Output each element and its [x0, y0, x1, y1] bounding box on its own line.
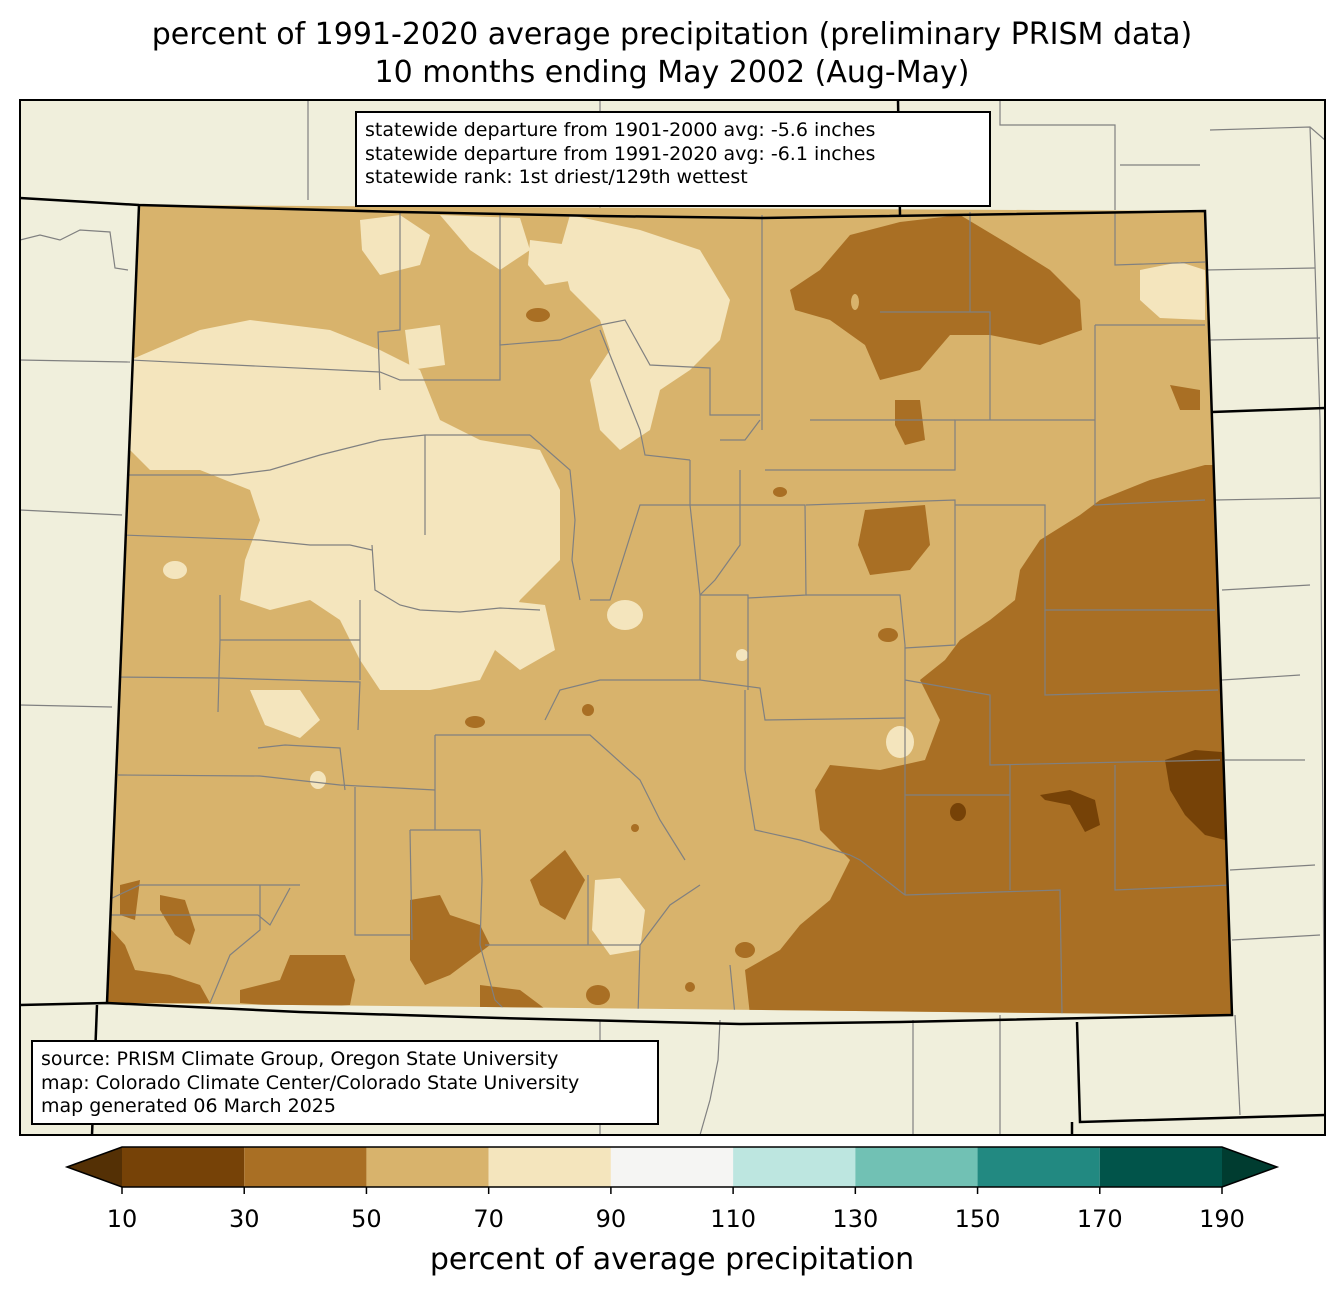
colorbar-tick-label-9: 190	[1199, 1205, 1245, 1233]
map-subtitle: 10 months ending May 2002 (Aug-May)	[374, 55, 970, 90]
colorbar-under-arrow	[67, 1147, 122, 1187]
stats-line-1: statewide departure from 1901-2000 avg: …	[365, 119, 876, 141]
statewide-stats-box: statewide departure from 1901-2000 avg: …	[355, 111, 991, 207]
colorbar-bin-4	[610, 1147, 734, 1187]
colorbar-bin-7	[977, 1147, 1100, 1187]
precip-field	[107, 205, 1232, 1015]
colorbar-bin-1	[244, 1147, 367, 1187]
source-line-1: source: PRISM Climate Group, Oregon Stat…	[41, 1048, 559, 1070]
colorbar-bin-0	[122, 1147, 245, 1187]
source-line-2: map: Colorado Climate Center/Colorado St…	[41, 1071, 580, 1094]
colorbar-tick-label-4: 90	[595, 1205, 627, 1233]
colorbar-tick-label-3: 70	[473, 1205, 504, 1233]
colorbar-tick-label-5: 110	[710, 1205, 757, 1233]
colorbar-bin-3	[488, 1147, 611, 1187]
county-lines	[107, 212, 1231, 1015]
colorbar-tick-label-2: 50	[351, 1205, 382, 1233]
colorbar-tick-label-0: 10	[106, 1205, 138, 1233]
stats-line-2: statewide departure from 1991-2020 avg: …	[365, 142, 876, 165]
source-box: source: PRISM Climate Group, Oregon Stat…	[31, 1040, 659, 1125]
colorbar-bin-2	[366, 1147, 489, 1187]
colorbar-bin-8	[1099, 1147, 1222, 1187]
source-line-3: map generated 06 March 2025	[41, 1095, 336, 1117]
map-frame	[19, 99, 1326, 1136]
colorbar-title: percent of average precipitation	[429, 1242, 915, 1277]
colorbar-bin-5	[733, 1147, 856, 1187]
colorbar-tick-label-7: 150	[954, 1205, 1001, 1233]
colorbar-tick-label-8: 170	[1076, 1205, 1123, 1233]
state-borders	[19, 99, 1326, 1136]
colorbar	[64, 1146, 1280, 1194]
colorbar-over-arrow	[1222, 1147, 1277, 1187]
colorbar-bin-6	[855, 1147, 978, 1187]
stats-line-3: statewide rank: 1st driest/129th wettest	[365, 166, 748, 188]
colorbar-tick-label-1: 30	[228, 1205, 260, 1233]
colorbar-tick-label-6: 130	[832, 1205, 879, 1233]
map-title: percent of 1991-2020 average precipitati…	[151, 17, 1193, 52]
